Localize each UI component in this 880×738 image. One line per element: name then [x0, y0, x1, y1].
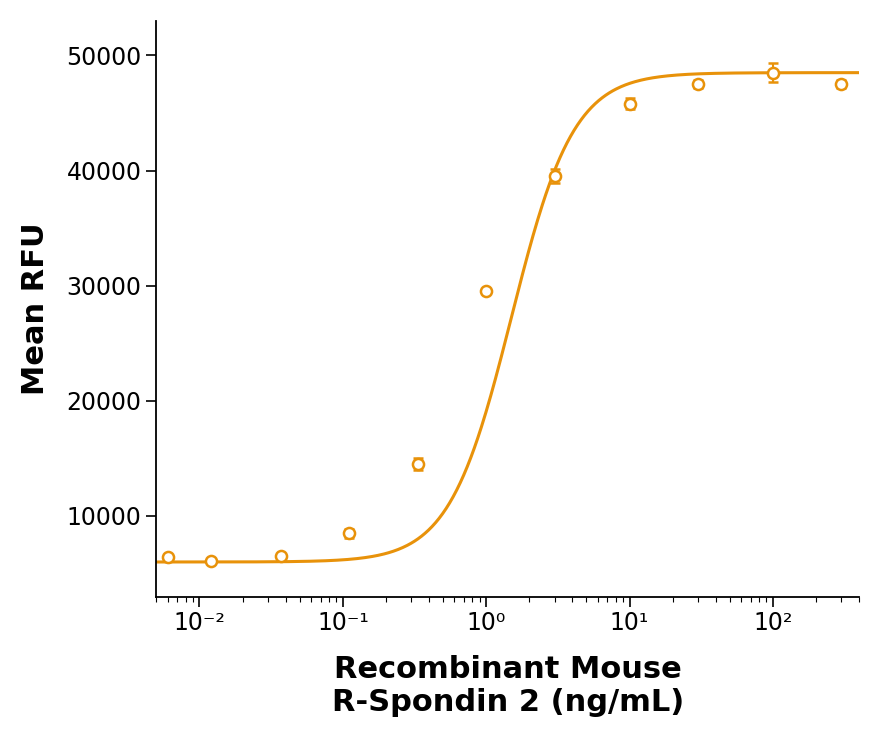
- Y-axis label: Mean RFU: Mean RFU: [21, 222, 50, 395]
- X-axis label: Recombinant Mouse
R-Spondin 2 (ng/mL): Recombinant Mouse R-Spondin 2 (ng/mL): [332, 655, 684, 717]
